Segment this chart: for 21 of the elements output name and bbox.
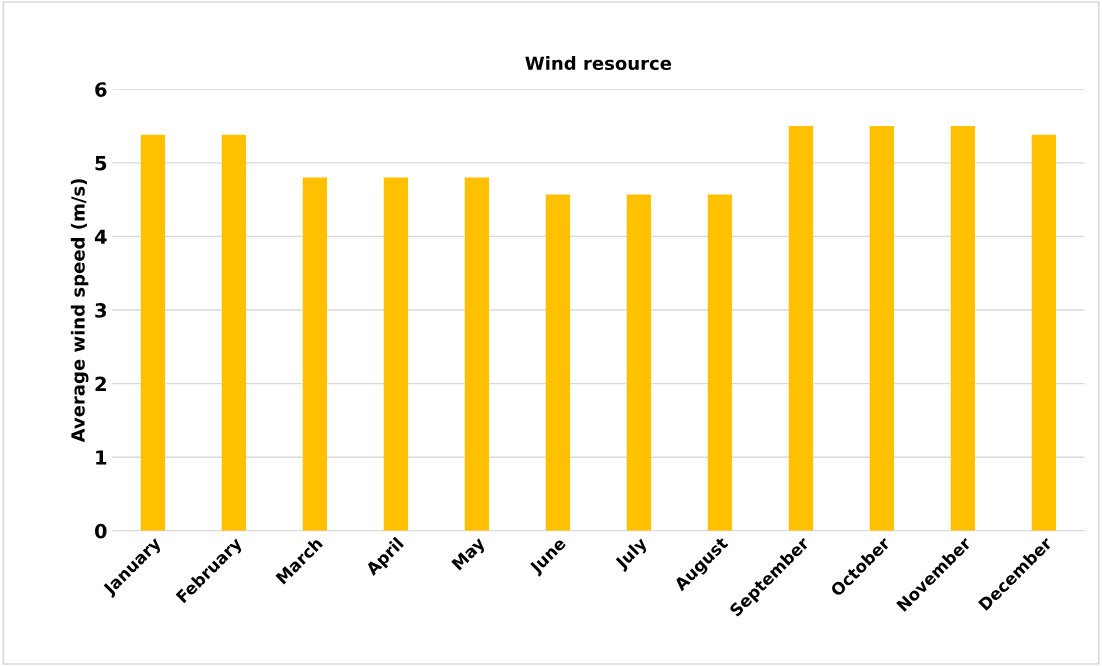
y-tick-label: 0: [94, 523, 107, 539]
bar: [950, 126, 976, 531]
bar: [626, 194, 652, 531]
y-tick-label: 2: [95, 376, 106, 391]
bar: [869, 126, 895, 531]
bar: [221, 134, 247, 531]
bar: [707, 194, 733, 531]
y-tick-label: 3: [95, 302, 106, 318]
bar: [545, 194, 571, 531]
y-tick-label: 5: [95, 156, 107, 171]
bar: [302, 177, 328, 531]
bar: [788, 126, 814, 531]
y-tick-label: 4: [94, 229, 107, 244]
bar: [1031, 134, 1057, 531]
y-axis-title: Average wind speed (m/s): [70, 179, 89, 443]
bar: [383, 177, 409, 531]
y-tick-label: 1: [96, 450, 107, 465]
y-tick-label: 6: [95, 82, 107, 97]
bar: [464, 177, 490, 531]
chart-title: Wind resource: [525, 56, 672, 71]
bar: [140, 134, 166, 531]
